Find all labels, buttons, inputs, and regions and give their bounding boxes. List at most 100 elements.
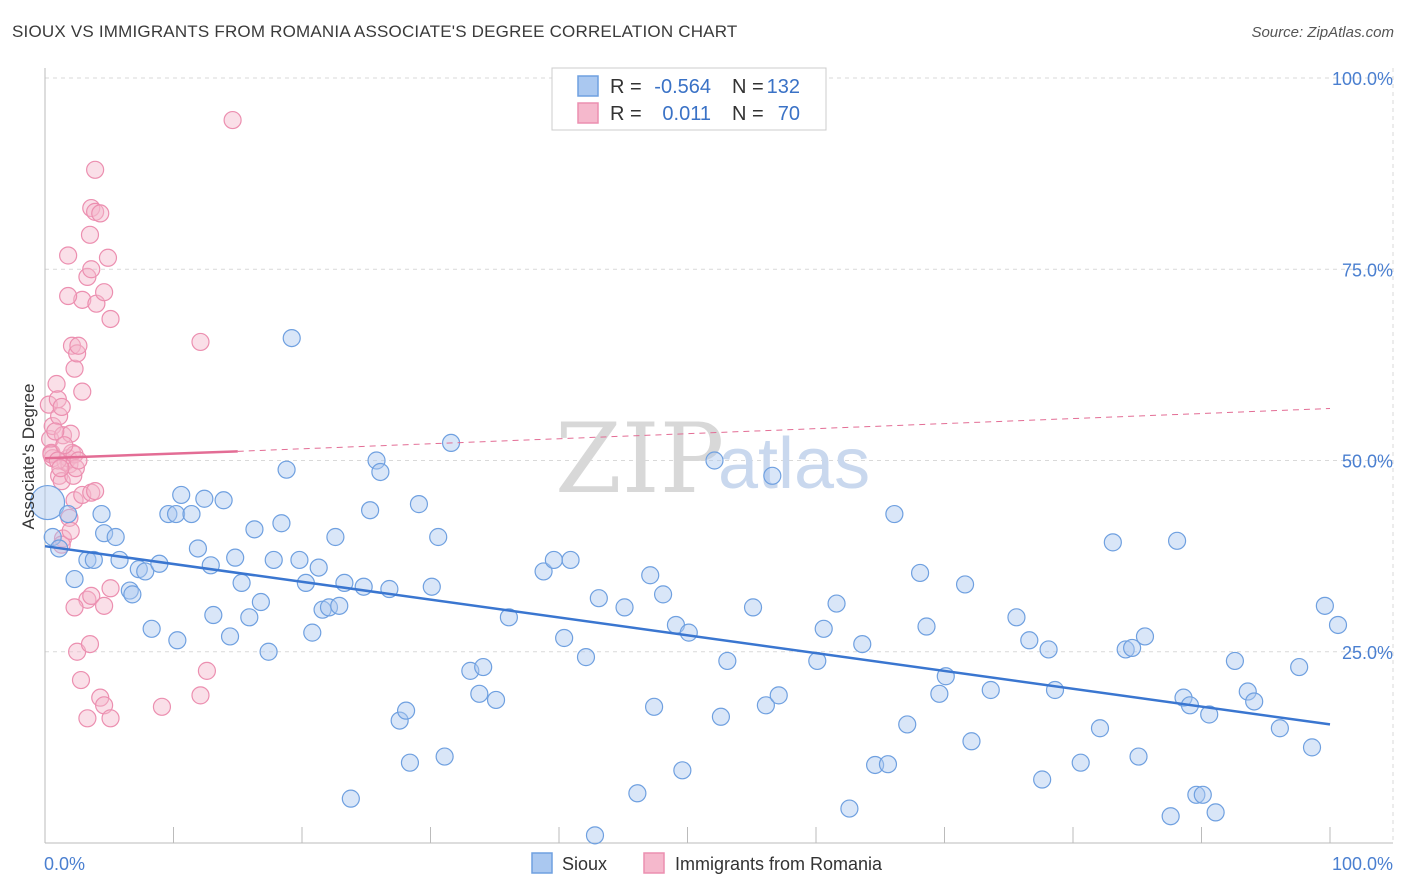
sioux-point [1045, 680, 1065, 700]
sioux-point [1245, 692, 1264, 711]
sioux-point [1270, 719, 1289, 738]
sioux-point [354, 577, 373, 596]
sioux-point [123, 585, 142, 604]
romania-point [69, 451, 88, 470]
romania-point [65, 359, 84, 378]
romania-point [51, 459, 70, 478]
sioux-point [653, 585, 673, 604]
sioux-point [981, 680, 1000, 700]
sioux-point [769, 686, 788, 705]
y-tick-label: 25.0% [1342, 643, 1393, 663]
romania-point [82, 586, 101, 606]
romania-point [55, 436, 74, 455]
sioux-point [282, 329, 301, 348]
romania-point [95, 596, 114, 615]
sioux-point [188, 539, 208, 558]
source-label: Source: ZipAtlas.com [1251, 24, 1394, 41]
romania-point [68, 344, 87, 363]
romania-point [86, 160, 105, 179]
sioux-point [470, 684, 489, 703]
watermark: ZIP atlas [555, 403, 870, 515]
romania-point [95, 283, 114, 302]
sioux-point [390, 711, 409, 730]
sioux-point [589, 589, 608, 608]
sioux-point [641, 566, 660, 585]
trend-lines [44, 407, 1331, 726]
watermark-atlas: atlas [718, 424, 870, 504]
romania-n-label: N = [732, 103, 764, 125]
sioux-point [232, 573, 251, 593]
series-legend: Sioux Immigrants from Romania [531, 852, 883, 874]
sioux-point [962, 732, 981, 751]
sioux-point [290, 550, 309, 570]
sioux-point [92, 504, 111, 524]
sioux-point [1033, 770, 1052, 789]
sioux-points [29, 329, 1348, 845]
sioux-point [330, 596, 349, 615]
sioux-r-value: -0.564 [654, 76, 711, 98]
sioux-point [264, 550, 283, 570]
sioux-point [422, 577, 441, 596]
sioux-point [1302, 738, 1322, 757]
sioux-point [1187, 785, 1206, 804]
sioux-point [226, 548, 245, 567]
romania-point [191, 686, 210, 705]
romania-point [101, 709, 120, 728]
romania-swatch [577, 102, 599, 124]
romania-points [39, 110, 242, 728]
romania-point [86, 482, 105, 501]
sioux-point [240, 608, 259, 627]
sioux-point [576, 648, 596, 667]
sioux-point [435, 747, 454, 766]
romania-point [65, 598, 84, 617]
stats-legend: R = -0.564 N = 132 R = 0.011 N = 70 [551, 67, 827, 131]
sioux-n-label: N = [732, 76, 764, 98]
romania-point [191, 332, 210, 352]
sioux-swatch [577, 75, 599, 97]
sioux-point [1135, 627, 1155, 646]
romania-point [223, 110, 242, 130]
sioux-point [878, 755, 898, 774]
sioux-point [1039, 640, 1058, 659]
romania-trend-line [44, 450, 238, 460]
sioux-point [371, 462, 390, 482]
sioux-point [474, 657, 493, 677]
sioux-trend-line [44, 544, 1331, 726]
sioux-point [499, 608, 518, 627]
sioux-point [955, 575, 975, 594]
sioux-point [429, 527, 448, 547]
sioux-point [195, 489, 214, 508]
sioux-point [1161, 807, 1180, 826]
legend-romania-label: Immigrants from Romania [675, 854, 883, 874]
sioux-point [182, 504, 201, 524]
sioux-point [214, 491, 233, 510]
sioux-point [29, 484, 66, 521]
sioux-point [930, 684, 949, 703]
sioux-point [853, 634, 872, 654]
watermark-zip: ZIP [555, 403, 724, 515]
sioux-point [1007, 608, 1026, 627]
romania-r-value: 0.011 [662, 103, 711, 125]
sioux-point [743, 598, 763, 617]
sioux-point [361, 501, 380, 520]
romania-point [52, 472, 71, 491]
sioux-point [711, 707, 731, 726]
romania-point [152, 697, 172, 716]
sioux-point [628, 784, 647, 803]
sioux-point [84, 550, 103, 570]
sioux-point [534, 562, 553, 581]
sioux-point [43, 527, 62, 547]
sioux-point [644, 697, 664, 716]
sioux-point [1167, 531, 1187, 550]
y-tick-label: 50.0% [1342, 452, 1393, 472]
romania-n-value: 70 [778, 103, 800, 125]
sioux-point [679, 623, 698, 642]
sioux-point [367, 451, 386, 470]
sioux-point [814, 619, 833, 638]
chart-title: SIOUX VS IMMIGRANTS FROM ROMANIA ASSOCIA… [12, 22, 738, 41]
romania-point [98, 248, 118, 267]
romania-point [46, 422, 65, 441]
romania-point [61, 521, 80, 540]
sioux-point [220, 627, 240, 646]
sioux-point [1020, 631, 1039, 650]
